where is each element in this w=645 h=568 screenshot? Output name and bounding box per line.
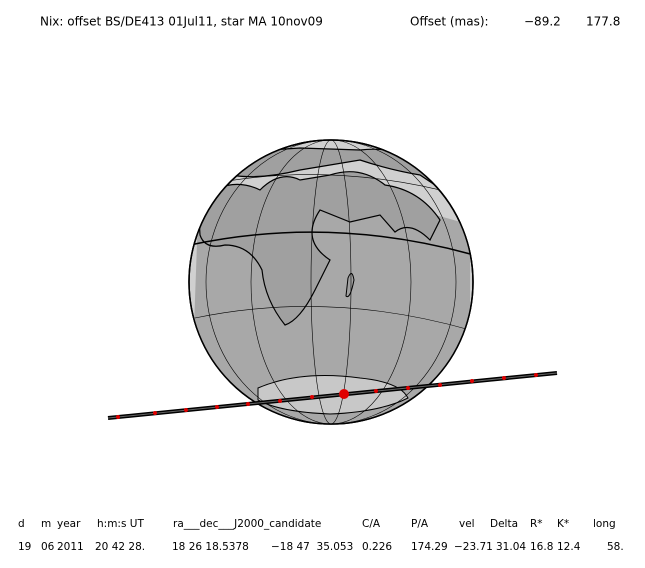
cell: 16.8 xyxy=(530,541,553,553)
cell: 12.4 xyxy=(557,541,581,553)
cell: 174.29 xyxy=(411,541,448,553)
offset-label: Offset (mas): xyxy=(410,15,489,29)
cell: 19 xyxy=(18,541,31,553)
cell: 06 xyxy=(41,541,55,553)
column-header: vel xyxy=(459,518,475,530)
column-header: h:m:s UT xyxy=(97,518,144,530)
column-header: K* xyxy=(557,518,569,530)
column-header: year xyxy=(57,518,81,530)
column-header: d xyxy=(18,518,25,530)
cell: 20 42 28. xyxy=(95,541,145,553)
column-header: m xyxy=(41,518,51,530)
cell: 31.04 xyxy=(496,541,526,553)
cell: 58. xyxy=(607,541,624,553)
cell: −23.71 xyxy=(454,541,493,553)
column-header: ra___dec___J2000_candidate xyxy=(173,518,321,530)
column-header: Delta xyxy=(490,518,518,530)
column-header: R* xyxy=(530,518,543,530)
title: Nix: offset BS/DE413 01Jul11, star MA 10… xyxy=(40,15,323,29)
column-header: P/A xyxy=(411,518,429,530)
column-header: long xyxy=(593,518,616,530)
cell: 0.226 xyxy=(362,541,392,553)
cell: 2011 xyxy=(57,541,84,553)
cell: 18 26 18.5378 xyxy=(172,541,249,553)
column-header: C/A xyxy=(362,518,381,530)
offset-y: 177.8 xyxy=(586,15,620,29)
cell: −18 47 35.053 xyxy=(271,541,353,553)
table: d m year h:m:s UT ra___dec___J2000_candidate… xyxy=(18,518,624,553)
offset-x: −89.2 xyxy=(524,15,561,29)
globe xyxy=(107,139,558,425)
